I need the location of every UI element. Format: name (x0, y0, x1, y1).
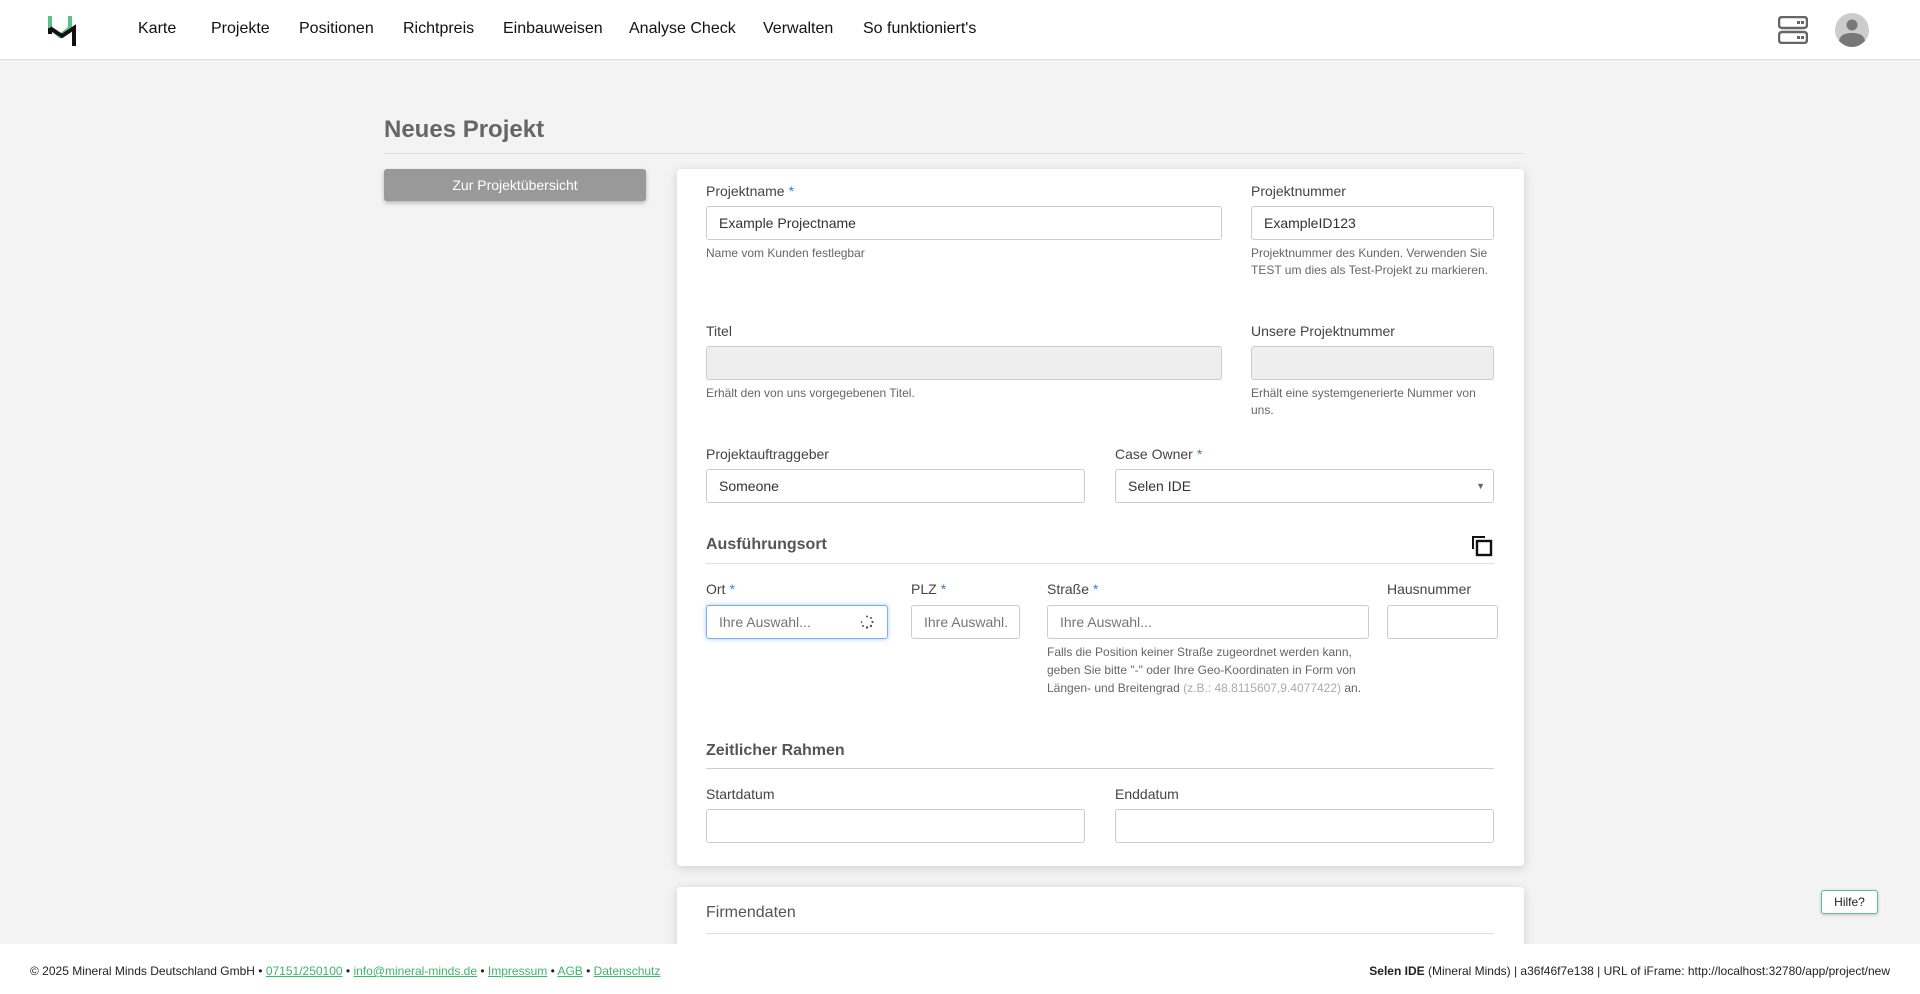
dropdown-caret-icon: ▼ (1476, 481, 1485, 491)
nav-analyse-check[interactable]: Analyse Check (629, 20, 736, 37)
footer-right: Selen IDE (Mineral Minds) | a36f46f7e138… (1369, 964, 1890, 978)
nav-einbauweisen[interactable]: Einbauweisen (503, 20, 603, 37)
ausfuehrungsort-heading: Ausführungsort (706, 536, 827, 553)
section-divider (706, 768, 1494, 769)
nav-karte[interactable]: Karte (138, 20, 177, 37)
email-link[interactable]: info@mineral-minds.de (353, 964, 478, 978)
projektname-input[interactable]: Example Projectname (706, 206, 1222, 240)
nav-positionen[interactable]: Positionen (299, 20, 374, 37)
title-divider (384, 153, 1524, 154)
plz-label: PLZ * (911, 581, 947, 597)
nav-verwalten[interactable]: Verwalten (763, 20, 834, 37)
titel-help: Erhält den von uns vorgegebenen Titel. (706, 386, 915, 400)
ort-input[interactable] (706, 605, 888, 639)
loading-spinner-icon (860, 615, 874, 629)
zeitlicher-rahmen-heading: Zeitlicher Rahmen (706, 742, 845, 759)
section-divider (706, 563, 1494, 564)
strasse-input[interactable] (1047, 605, 1369, 639)
nav-projekte[interactable]: Projekte (211, 20, 270, 37)
page-title: Neues Projekt (384, 116, 545, 143)
copy-icon[interactable] (1471, 535, 1493, 557)
enddatum-input[interactable] (1115, 809, 1494, 843)
unsere-projektnummer-input (1251, 346, 1494, 380)
auftraggeber-input[interactable]: Someone (706, 469, 1085, 503)
enddatum-label: Enddatum (1115, 786, 1179, 802)
strasse-label: Straße * (1047, 581, 1099, 597)
footer-left: © 2025 Mineral Minds Deutschland GmbH • … (30, 964, 661, 978)
user-avatar-icon[interactable] (1834, 12, 1870, 48)
agb-link[interactable]: AGB (557, 964, 583, 978)
unsere-projektnummer-help: Erhält eine systemgenerierte Nummer von … (1251, 386, 1476, 417)
nav-richtpreis[interactable]: Richtpreis (403, 20, 475, 37)
footer: © 2025 Mineral Minds Deutschland GmbH • … (0, 944, 1920, 994)
hausnummer-label: Hausnummer (1387, 581, 1472, 597)
strasse-help: Falls die Position keiner Straße zugeord… (1047, 645, 1362, 695)
top-navbar: Karte Projekte Positionen Richtpreis Ein… (0, 0, 1920, 60)
plz-input[interactable] (911, 605, 1020, 639)
hausnummer-input[interactable] (1387, 605, 1498, 639)
projektname-help: Name vom Kunden festlegbar (706, 246, 865, 260)
firmendaten-heading: Firmendaten (706, 904, 796, 921)
ort-label: Ort * (706, 581, 735, 597)
titel-label: Titel (706, 323, 732, 339)
datenschutz-link[interactable]: Datenschutz (593, 964, 661, 978)
section-divider (706, 933, 1494, 934)
projektnummer-input[interactable]: ExampleID123 (1251, 206, 1494, 240)
auftraggeber-label: Projektauftraggeber (706, 446, 829, 462)
titel-input (706, 346, 1222, 380)
projektnummer-help: Projektnummer des Kunden. Verwenden Sie … (1251, 246, 1488, 277)
projektnummer-label: Projektnummer (1251, 183, 1346, 199)
case-owner-label: Case Owner * (1115, 446, 1203, 462)
back-to-overview-button[interactable]: Zur Projektübersicht (384, 169, 646, 201)
project-form-card (677, 169, 1524, 866)
help-bubble[interactable]: Hilfe? (1821, 890, 1878, 914)
impressum-link[interactable]: Impressum (487, 964, 548, 978)
unsere-projektnummer-label: Unsere Projektnummer (1251, 323, 1395, 339)
projektname-label: Projektname * (706, 183, 795, 199)
phone-link[interactable]: 07151/250100 (265, 964, 343, 978)
case-owner-select[interactable]: Selen IDE ▼ (1115, 469, 1494, 503)
startdatum-input[interactable] (706, 809, 1085, 843)
mineral-minds-logo[interactable] (47, 14, 85, 48)
startdatum-label: Startdatum (706, 786, 775, 802)
nav-so-funktionierts[interactable]: So funktioniert's (863, 20, 977, 37)
server-icon[interactable] (1778, 16, 1808, 44)
